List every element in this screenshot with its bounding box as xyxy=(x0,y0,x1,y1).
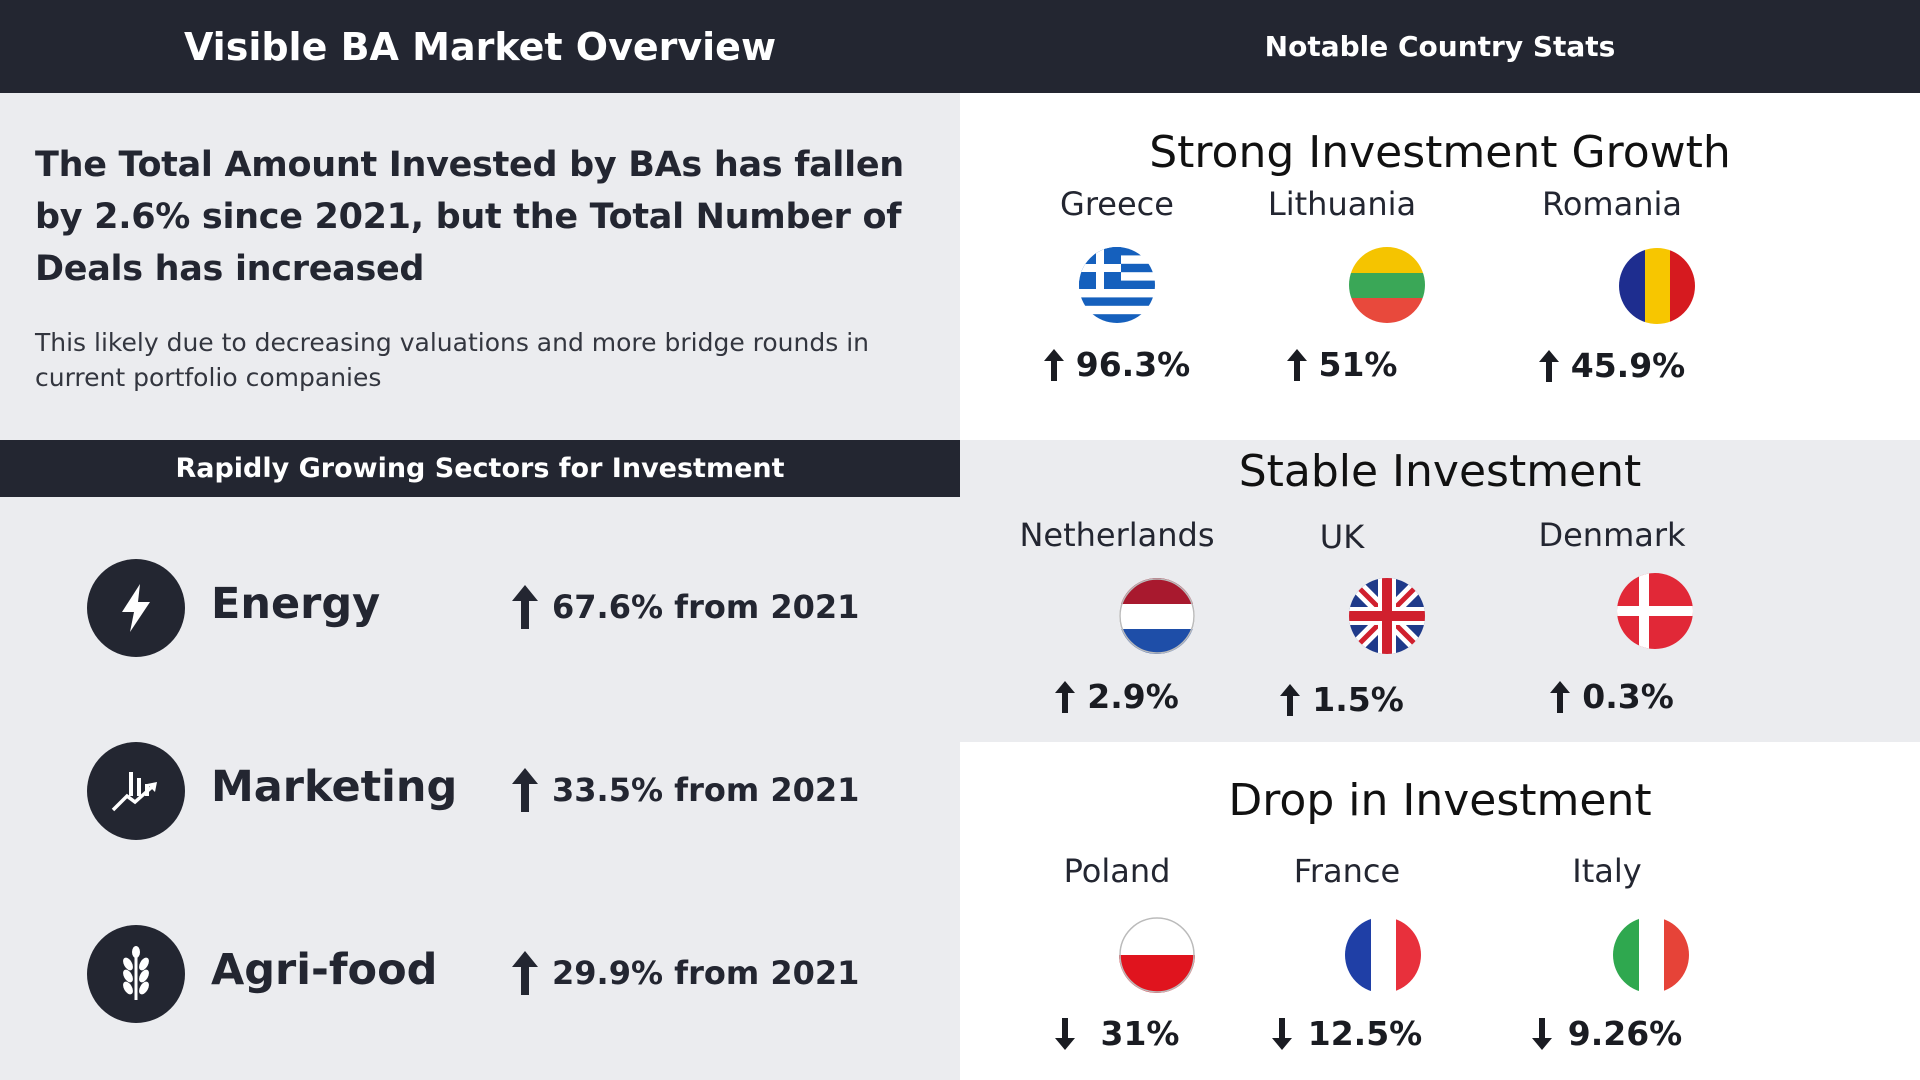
stat-poland: 31% xyxy=(982,1014,1252,1053)
denmark-flag-icon xyxy=(1617,573,1693,649)
arrow-up-icon xyxy=(1043,348,1064,381)
sectors-title: Rapidly Growing Sectors for Investment xyxy=(175,453,785,484)
country-name: Romania xyxy=(1542,185,1682,223)
country-lithuania: Lithuania xyxy=(1207,185,1477,223)
sectors-panel: Energy 67.6% from 2021 Marketing 33.5% f… xyxy=(0,497,960,1080)
country-name: Italy xyxy=(1572,852,1642,890)
greece-flag-icon xyxy=(1079,247,1155,323)
sector-name: Marketing xyxy=(211,762,458,812)
stat-value: 51% xyxy=(1318,345,1398,384)
country-uk: UK xyxy=(1207,518,1477,556)
arrow-down-icon xyxy=(1531,1017,1552,1050)
summary-subtext: This likely due to decreasing valuations… xyxy=(35,328,869,392)
country-netherlands: Netherlands xyxy=(982,516,1252,554)
country-stats-title: Notable Country Stats xyxy=(1264,30,1616,63)
country-romania: Romania xyxy=(1477,185,1747,223)
arrow-down-icon xyxy=(1271,1017,1292,1050)
sector-name: Energy xyxy=(211,579,381,629)
country-name: Denmark xyxy=(1538,516,1686,554)
sector-row-agri-food: Agri-food 29.9% from 2021 xyxy=(87,925,907,1023)
sector-change-text: 33.5% from 2021 xyxy=(552,771,860,809)
section-title: Strong Investment Growth xyxy=(1149,127,1731,178)
section-title: Drop in Investment xyxy=(1228,775,1652,826)
sector-change: 33.5% from 2021 xyxy=(512,768,859,812)
country-name: Netherlands xyxy=(1019,516,1215,554)
country-poland: Poland xyxy=(982,852,1252,890)
sector-change-text: 67.6% from 2021 xyxy=(552,588,860,626)
poland-flag-icon xyxy=(1119,917,1195,993)
sector-change: 29.9% from 2021 xyxy=(512,951,859,995)
stat-lithuania: 51% xyxy=(1207,345,1477,384)
summary-panel: The Total Amount Invested by BAs has fal… xyxy=(0,93,960,440)
arrow-up-icon xyxy=(512,585,538,629)
section-title: Stable Investment xyxy=(1238,446,1642,497)
country-greece: Greece xyxy=(982,185,1252,223)
stat-value: 1.5% xyxy=(1312,680,1404,719)
stat-denmark: 0.3% xyxy=(1477,677,1747,716)
france-flag-icon xyxy=(1345,917,1421,993)
sector-row-marketing: Marketing 33.5% from 2021 xyxy=(87,742,907,840)
country-stats-header: Notable Country Stats xyxy=(960,0,1920,93)
stat-greece: 96.3% xyxy=(982,345,1252,384)
stat-netherlands: 2.9% xyxy=(982,677,1252,716)
stat-italy: 9.26% xyxy=(1472,1014,1742,1053)
arrow-up-icon xyxy=(1538,349,1559,382)
stat-romania: 45.9% xyxy=(1477,346,1747,385)
drop-investment-section: Drop in Investment Poland France Italy xyxy=(960,742,1920,1080)
arrow-up-icon xyxy=(1055,680,1076,713)
arrow-up-icon xyxy=(512,951,538,995)
country-name: France xyxy=(1293,852,1401,890)
italy-flag-icon xyxy=(1613,917,1689,993)
overview-title: Visible BA Market Overview xyxy=(183,24,777,69)
sector-row-energy: Energy 67.6% from 2021 xyxy=(87,559,907,657)
stat-value: 45.9% xyxy=(1570,346,1686,385)
arrow-down-icon xyxy=(1054,1017,1075,1050)
netherlands-flag-icon xyxy=(1119,578,1195,654)
lithuania-flag-icon xyxy=(1349,247,1425,323)
stable-investment-section: Stable Investment Netherlands UK Denmark xyxy=(960,440,1920,742)
strong-growth-section: Strong Investment Growth Greece Lithuani… xyxy=(960,93,1920,440)
stat-value: 96.3% xyxy=(1075,345,1191,384)
arrow-up-icon xyxy=(1280,683,1301,716)
country-name: Lithuania xyxy=(1267,185,1417,223)
sector-change-text: 29.9% from 2021 xyxy=(552,954,860,992)
uk-flag-icon xyxy=(1349,578,1425,654)
arrow-up-icon xyxy=(1550,680,1571,713)
country-denmark: Denmark xyxy=(1477,516,1747,554)
country-name: Poland xyxy=(1063,852,1171,890)
country-france: France xyxy=(1212,852,1482,890)
lightning-icon xyxy=(87,559,185,657)
growth-chart-icon xyxy=(87,742,185,840)
stat-value: 9.26% xyxy=(1567,1014,1683,1053)
arrow-up-icon xyxy=(512,768,538,812)
stat-value: 31% xyxy=(1100,1014,1180,1053)
stat-uk: 1.5% xyxy=(1207,680,1477,719)
country-name: UK xyxy=(1319,518,1365,556)
stat-value: 2.9% xyxy=(1087,677,1179,716)
country-italy: Italy xyxy=(1472,852,1742,890)
sector-name: Agri-food xyxy=(211,945,438,995)
arrow-up-icon xyxy=(1286,348,1307,381)
romania-flag-icon xyxy=(1619,248,1695,324)
stat-value: 0.3% xyxy=(1582,677,1674,716)
overview-header: Visible BA Market Overview xyxy=(0,0,960,93)
summary-headline: The Total Amount Invested by BAs has fal… xyxy=(35,145,904,289)
country-name: Greece xyxy=(1060,185,1174,223)
stat-value: 12.5% xyxy=(1307,1014,1423,1053)
wheat-icon xyxy=(87,925,185,1023)
sector-change: 67.6% from 2021 xyxy=(512,585,859,629)
stat-france: 12.5% xyxy=(1212,1014,1482,1053)
sectors-header: Rapidly Growing Sectors for Investment xyxy=(0,440,960,497)
